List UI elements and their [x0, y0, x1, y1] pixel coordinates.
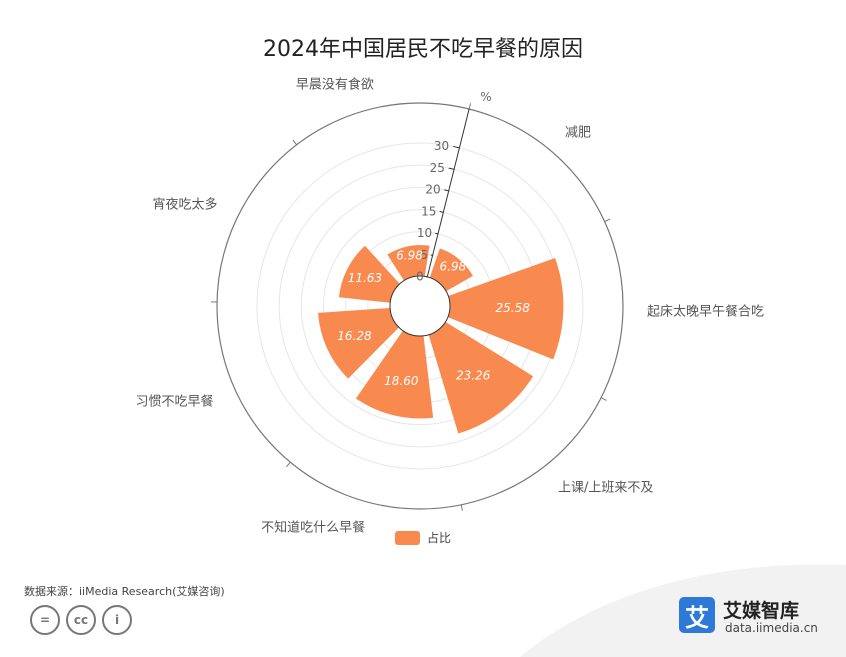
outer-tick [468, 103, 472, 110]
tick-label-0: 0 [416, 270, 424, 284]
source-note: 数据来源：iiMedia Research(艾媒咨询) [24, 585, 225, 598]
labels: 6.98 减肥 25.58 起床太晚早午餐合吃 23.26 上课/上班来不及 18.60 不知… [136, 77, 764, 536]
license-icons: = cc i [30, 605, 132, 635]
category-label-4: 习惯不吃早餐 [136, 393, 214, 409]
bar-6 [387, 245, 430, 281]
legend-label: 占比 [427, 530, 451, 545]
category-label-0: 减肥 [565, 125, 591, 140]
radial-tick [444, 189, 449, 192]
bar-4 [318, 308, 399, 379]
bar-0 [429, 248, 474, 292]
radial-tick [448, 167, 455, 170]
brand-logo-icon: 艾 [679, 597, 715, 633]
outer-tick [604, 218, 611, 223]
outer-tick [292, 139, 298, 146]
grid-ring [256, 142, 584, 470]
radial-tick [439, 211, 444, 213]
tick-label-10: 10 [417, 226, 432, 240]
category-label-2: 上课/上班来不及 [558, 480, 653, 495]
value-label-5: 11.63 [348, 271, 382, 285]
radial-axis-line [426, 108, 470, 278]
radial-tick [453, 145, 460, 149]
outer-tick [286, 461, 291, 468]
brand-name: 艾媒智库 [723, 600, 800, 622]
inner-hub [389, 275, 451, 337]
category-label-3: 不知道吃什么早餐 [261, 519, 365, 535]
bar-5 [338, 245, 400, 303]
value-label-4: 16.28 [337, 329, 372, 343]
value-label-0: 6.98 [440, 259, 467, 273]
category-label-1: 起床太晚早午餐合吃 [647, 304, 764, 320]
radial-tick [435, 232, 439, 235]
value-label-6: 6.98 [396, 249, 423, 263]
value-label-2: 23.26 [456, 369, 491, 383]
person-icon: i [102, 605, 132, 635]
cc-icon: cc [66, 605, 96, 635]
brand-site: data.iimedia.cn [725, 621, 818, 635]
legend-swatch [395, 531, 420, 545]
outer-tick [460, 504, 463, 511]
outer-ring [216, 102, 624, 510]
bar-3 [355, 330, 434, 419]
bar-2 [428, 321, 534, 434]
unit-label: % [480, 90, 491, 104]
tick-label-20: 20 [425, 183, 440, 197]
outer-tick [600, 397, 607, 401]
bar-series [318, 245, 564, 434]
category-label-6: 早晨没有食欲 [296, 77, 374, 93]
value-label-3: 18.60 [384, 374, 419, 388]
bar-1 [447, 257, 564, 360]
tick-label-25: 25 [430, 161, 445, 175]
radial-axis: 0 5 10 15 20 25 30 [389, 108, 470, 337]
tick-label-15: 15 [421, 204, 436, 218]
legend[interactable]: 占比 [395, 530, 451, 545]
tick-label-5: 5 [420, 248, 428, 262]
equals-icon: = [30, 605, 60, 635]
value-label-1: 25.58 [496, 301, 531, 315]
category-label-5: 宵夜吃太多 [152, 196, 217, 212]
tick-label-30: 30 [434, 139, 449, 153]
chart-title: 2024年中国居民不吃早餐的原因 [263, 37, 583, 62]
